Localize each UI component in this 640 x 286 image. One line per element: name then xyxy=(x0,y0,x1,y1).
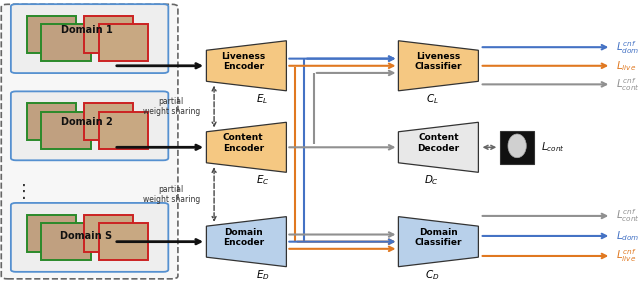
Text: Liveness
Encoder: Liveness Encoder xyxy=(221,52,266,71)
Text: $L_{cont}^{cnf}$: $L_{cont}^{cnf}$ xyxy=(616,208,640,224)
FancyBboxPatch shape xyxy=(500,131,534,164)
Text: Domain
Classifier: Domain Classifier xyxy=(415,228,462,247)
FancyBboxPatch shape xyxy=(11,4,168,73)
Polygon shape xyxy=(206,41,287,91)
FancyBboxPatch shape xyxy=(27,16,76,53)
Text: ⋮: ⋮ xyxy=(15,183,33,200)
Text: Domain 1: Domain 1 xyxy=(61,25,112,35)
Text: Content
Decoder: Content Decoder xyxy=(417,133,460,153)
FancyBboxPatch shape xyxy=(99,25,148,61)
FancyBboxPatch shape xyxy=(41,112,91,149)
Ellipse shape xyxy=(508,134,526,158)
FancyBboxPatch shape xyxy=(41,223,91,260)
Polygon shape xyxy=(206,217,287,267)
FancyBboxPatch shape xyxy=(11,203,168,272)
Text: Liveness
Classifier: Liveness Classifier xyxy=(415,52,462,71)
Polygon shape xyxy=(398,41,479,91)
Text: $L_{dom}^{cnf}$: $L_{dom}^{cnf}$ xyxy=(616,39,640,55)
FancyBboxPatch shape xyxy=(11,91,168,160)
Polygon shape xyxy=(398,122,479,172)
FancyBboxPatch shape xyxy=(41,25,91,61)
Polygon shape xyxy=(206,122,287,172)
FancyBboxPatch shape xyxy=(1,4,178,279)
Text: $D_C$: $D_C$ xyxy=(424,173,440,187)
FancyBboxPatch shape xyxy=(27,103,76,140)
Text: $L_{cont}^{cnf}$: $L_{cont}^{cnf}$ xyxy=(616,76,640,93)
Text: $E_D$: $E_D$ xyxy=(255,268,269,282)
FancyBboxPatch shape xyxy=(84,103,133,140)
Text: $E_L$: $E_L$ xyxy=(256,92,269,106)
Text: Domain
Encoder: Domain Encoder xyxy=(223,228,264,247)
FancyBboxPatch shape xyxy=(99,112,148,149)
FancyBboxPatch shape xyxy=(84,16,133,53)
Text: Content
Encoder: Content Encoder xyxy=(223,133,264,153)
Text: $L_{dom}$: $L_{dom}$ xyxy=(616,229,640,243)
Text: $L_{cont}$: $L_{cont}$ xyxy=(541,140,565,154)
Text: partial
weight sharing: partial weight sharing xyxy=(143,185,200,204)
FancyBboxPatch shape xyxy=(84,214,133,252)
Text: $C_L$: $C_L$ xyxy=(426,92,438,106)
Text: Domain 2: Domain 2 xyxy=(61,117,112,126)
Text: Domain S: Domain S xyxy=(60,231,113,241)
Text: $E_C$: $E_C$ xyxy=(255,173,269,187)
Text: $C_D$: $C_D$ xyxy=(425,268,439,282)
Polygon shape xyxy=(398,217,479,267)
Text: $L_{live}^{cnf}$: $L_{live}^{cnf}$ xyxy=(616,248,637,264)
Text: partial
weight sharing: partial weight sharing xyxy=(143,97,200,116)
FancyBboxPatch shape xyxy=(27,214,76,252)
Text: $L_{live}$: $L_{live}$ xyxy=(616,59,637,73)
FancyBboxPatch shape xyxy=(99,223,148,260)
